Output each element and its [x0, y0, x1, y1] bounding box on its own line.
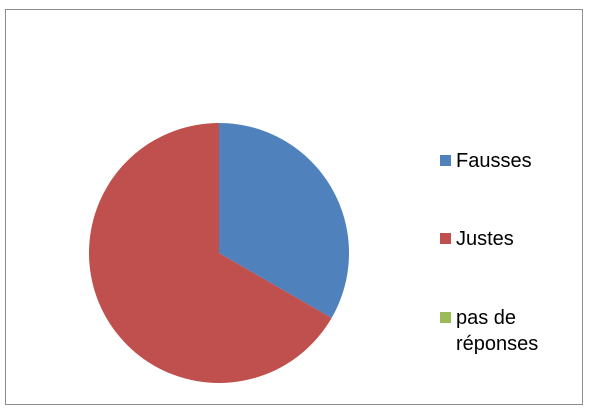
pie-chart [88, 123, 349, 383]
legend-label-justes: Justes [456, 228, 514, 250]
legend-item-pas-de-reponses: pas de réponses [440, 305, 566, 357]
legend-item-fausses: Fausses [440, 148, 566, 174]
pie-slice-fausses [219, 123, 349, 318]
pie-slice-justes [88, 123, 332, 383]
legend-item-justes: Justes [440, 226, 566, 252]
legend-swatch-fausses [440, 155, 451, 166]
chart-area: Fausses Justes pas de réponses [5, 9, 583, 405]
legend-label-pas-de-reponses: pas de réponses [456, 307, 539, 355]
legend-swatch-justes [440, 233, 451, 244]
legend-label-fausses: Fausses [456, 150, 532, 172]
legend-swatch-pas-de-reponses [440, 312, 451, 323]
pie-slices [88, 123, 349, 383]
